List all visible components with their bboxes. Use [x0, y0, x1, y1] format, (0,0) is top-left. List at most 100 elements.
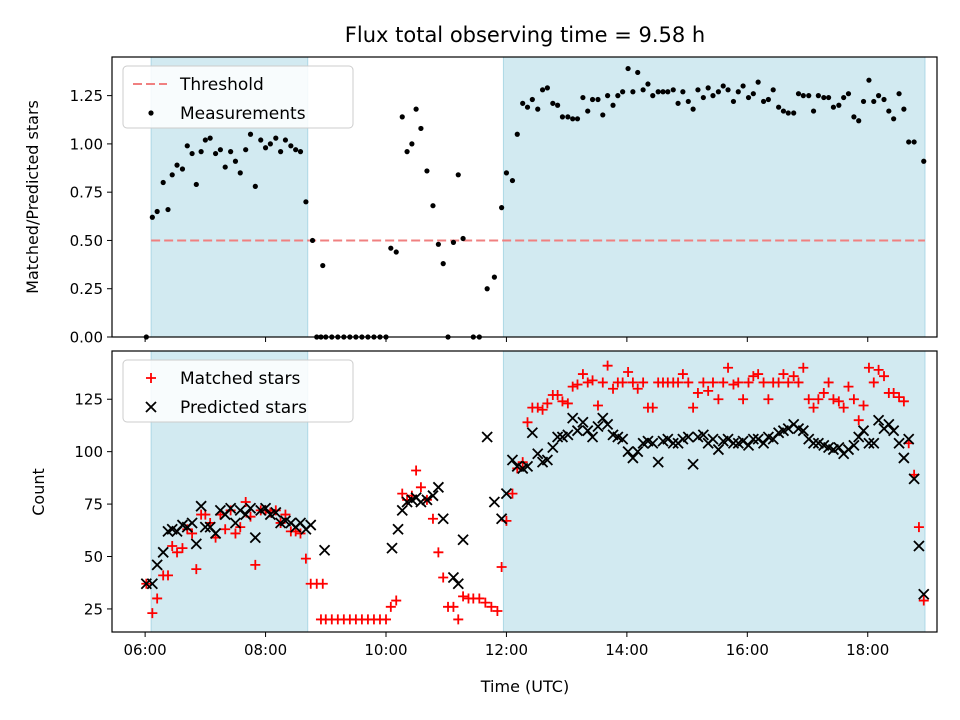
- measurement-point: [550, 100, 556, 106]
- measurement-point: [409, 141, 415, 147]
- matched-star-point: [848, 394, 859, 405]
- matched-star-point: [577, 369, 588, 380]
- predicted-star-point: [757, 437, 770, 449]
- measurement-point: [565, 114, 571, 120]
- matched-star-point: [647, 402, 658, 413]
- matched-star-point: [683, 377, 694, 388]
- predicted-star-point: [521, 460, 534, 472]
- predicted-star-point: [532, 448, 544, 460]
- matched-star-point: [783, 377, 794, 388]
- predicted-star-point: [457, 534, 469, 546]
- matched-star-point: [718, 377, 729, 388]
- chart-title: Flux total observing time = 9.58 h: [345, 23, 705, 47]
- predicted-star-point: [386, 542, 398, 554]
- measurement-point: [580, 94, 586, 101]
- measurement-point: [710, 93, 716, 99]
- matched-star-point: [480, 597, 491, 608]
- measurement-point: [388, 245, 394, 251]
- measurement-point: [680, 89, 686, 95]
- measurement-point: [252, 183, 258, 189]
- matched-star-point: [172, 547, 183, 558]
- measurement-point: [810, 108, 817, 114]
- top-y-tick-label: 0.50: [70, 232, 103, 250]
- measurement-point: [675, 100, 681, 106]
- predicted-star-point: [488, 496, 501, 508]
- predicted-star-point: [898, 452, 910, 464]
- matched-star-point: [300, 553, 311, 564]
- measurement-point: [901, 106, 907, 112]
- predicted-star-point: [270, 506, 282, 519]
- measurement-point: [685, 98, 691, 105]
- legend-label: Measurements: [180, 104, 306, 124]
- measurement-point: [625, 65, 631, 72]
- measurement-point: [460, 235, 466, 242]
- measurement-point: [891, 116, 897, 122]
- predicted-star-point: [146, 578, 158, 590]
- predicted-star-point: [863, 437, 875, 449]
- predicted-star-point: [727, 437, 740, 449]
- matched-star-point: [763, 394, 774, 405]
- measurement-point: [555, 102, 561, 108]
- predicted-star-point: [577, 416, 589, 428]
- measurement-point: [539, 87, 546, 93]
- matched-star-point: [913, 522, 924, 533]
- predicted-star-point: [199, 521, 211, 533]
- matched-star-point: [673, 377, 684, 388]
- matched-star-point: [638, 377, 649, 388]
- measurement-point: [610, 102, 616, 108]
- predicted-star-point: [305, 519, 317, 531]
- matched-star-point: [733, 377, 744, 388]
- matched-star-point: [597, 377, 608, 388]
- measurement-point: [237, 170, 243, 176]
- matched-star-point: [411, 465, 422, 476]
- matched-star-point: [385, 601, 396, 612]
- matched-star-point: [879, 371, 890, 382]
- measurement-point: [911, 139, 917, 145]
- measurement-point: [630, 89, 636, 95]
- matched-star-point: [152, 593, 163, 604]
- matched-star-point: [486, 601, 497, 612]
- measurement-point: [896, 91, 902, 97]
- matched-star-point: [838, 402, 849, 413]
- matched-star-point: [743, 377, 754, 388]
- measurement-point: [499, 205, 505, 211]
- measurement-point: [393, 249, 399, 255]
- predicted-star-point: [687, 458, 699, 470]
- matched-star-point: [858, 400, 869, 411]
- measurement-point: [821, 94, 827, 101]
- predicted-star-point: [903, 433, 915, 445]
- matched-star-point: [632, 383, 643, 394]
- measurement-point: [574, 116, 581, 122]
- predicted-star-point: [437, 513, 449, 525]
- matched-star-point: [602, 360, 613, 371]
- matched-star-point: [873, 364, 884, 375]
- measurement-point: [413, 106, 419, 112]
- matched-star-point: [562, 398, 573, 409]
- predicted-star-point: [452, 578, 464, 590]
- measurement-point: [725, 87, 731, 93]
- top-y-axis-label: Matched/Predicted stars: [23, 100, 42, 294]
- predicted-star-point: [541, 454, 554, 466]
- measurement-point: [232, 158, 239, 164]
- matched-star-point: [187, 528, 198, 539]
- x-tick-label: 12:00: [485, 641, 528, 659]
- measurement-point: [715, 89, 722, 95]
- measurement-point: [690, 106, 696, 112]
- matched-star-point: [623, 366, 634, 377]
- measurement-point: [800, 93, 806, 99]
- measurement-point: [217, 147, 223, 153]
- matched-star-point: [507, 488, 518, 499]
- measurement-point: [620, 89, 626, 95]
- matched-star-point: [808, 402, 819, 413]
- predicted-star-point: [240, 508, 252, 521]
- measurement-point: [435, 241, 441, 247]
- measurement-point: [886, 108, 892, 114]
- measurement-point: [198, 149, 204, 155]
- measurement-point: [806, 93, 812, 99]
- matched-star-point: [147, 608, 158, 619]
- matched-star-point: [163, 570, 174, 581]
- predicted-star-point: [506, 454, 519, 466]
- measurement-point: [258, 137, 264, 143]
- predicted-star-point: [244, 502, 257, 514]
- measurement-point: [795, 91, 802, 97]
